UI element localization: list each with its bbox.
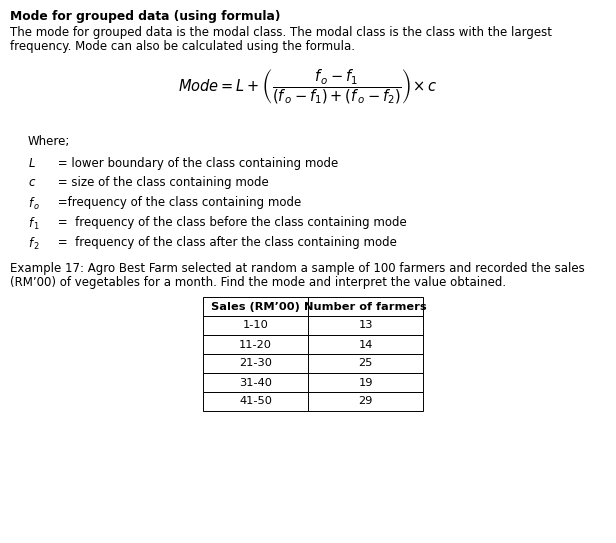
Text: Mode for grouped data (using formula): Mode for grouped data (using formula) [10, 10, 280, 23]
Bar [203, 392, 308, 411]
Bar [203, 297, 308, 316]
Text: 41-50: 41-50 [239, 396, 272, 407]
Text: Number of farmers: Number of farmers [304, 301, 427, 312]
Bar [308, 392, 423, 411]
Text: 21-30: 21-30 [239, 358, 272, 369]
Text: Example 17: Agro Best Farm selected at random a sample of 100 farmers and record: Example 17: Agro Best Farm selected at r… [10, 262, 585, 275]
Text: frequency. Mode can also be calculated using the formula.: frequency. Mode can also be calculated u… [10, 40, 355, 53]
Text: 19: 19 [359, 377, 373, 388]
Text: $f_{\,1}$: $f_{\,1}$ [28, 216, 40, 232]
Text: = lower boundary of the class containing mode: = lower boundary of the class containing… [54, 157, 338, 170]
Text: 14: 14 [359, 339, 373, 350]
Bar [203, 354, 308, 373]
Text: =frequency of the class containing mode: =frequency of the class containing mode [54, 196, 301, 209]
Text: $c$: $c$ [28, 176, 36, 189]
Text: 25: 25 [359, 358, 373, 369]
Text: $f_{\,o}$: $f_{\,o}$ [28, 196, 40, 212]
Bar [308, 316, 423, 335]
Text: 29: 29 [359, 396, 373, 407]
Text: (RM’00) of vegetables for a month. Find the mode and interpret the value obtaine: (RM’00) of vegetables for a month. Find … [10, 276, 506, 289]
Text: Where;: Where; [28, 135, 70, 148]
Bar [203, 316, 308, 335]
Bar [308, 354, 423, 373]
Text: $L$: $L$ [28, 157, 36, 170]
Text: 13: 13 [359, 320, 373, 331]
Text: $f_{\,2}$: $f_{\,2}$ [28, 236, 40, 252]
Text: $\mathit{Mode} = L +\left(\dfrac{f_{\,o} - f_1}{(f_{\,o} - f_1)+(f_{\,o} - f_2)}: $\mathit{Mode} = L +\left(\dfrac{f_{\,o}… [178, 68, 438, 106]
Bar [308, 297, 423, 316]
Text: 31-40: 31-40 [239, 377, 272, 388]
Bar [308, 335, 423, 354]
Text: 1-10: 1-10 [243, 320, 269, 331]
Text: = size of the class containing mode: = size of the class containing mode [54, 176, 269, 189]
Text: Sales (RM’00): Sales (RM’00) [211, 301, 300, 312]
Text: =  frequency of the class after the class containing mode: = frequency of the class after the class… [54, 236, 397, 249]
Text: =  frequency of the class before the class containing mode: = frequency of the class before the clas… [54, 216, 407, 229]
Text: 11-20: 11-20 [239, 339, 272, 350]
Bar [308, 373, 423, 392]
Text: The mode for grouped data is the modal class. The modal class is the class with : The mode for grouped data is the modal c… [10, 26, 552, 39]
Bar [203, 335, 308, 354]
Bar [203, 373, 308, 392]
